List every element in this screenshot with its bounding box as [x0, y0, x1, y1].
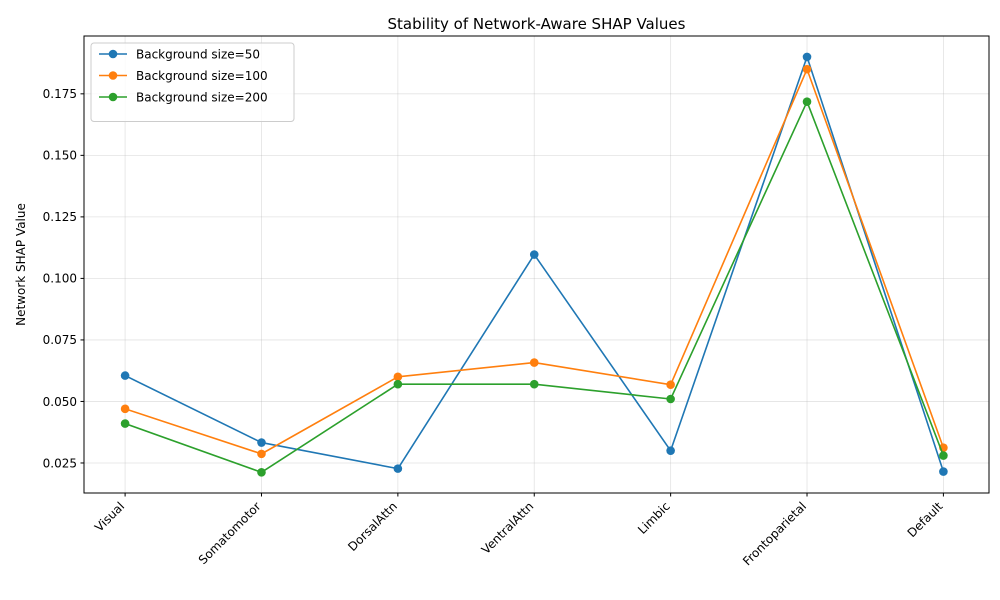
data-point: [120, 419, 130, 428]
data-point: [120, 371, 130, 380]
y-axis-label: Network SHAP Value: [14, 203, 28, 326]
legend-marker: [108, 71, 118, 80]
legend-item: Background size=50: [99, 47, 260, 61]
data-point: [257, 468, 266, 477]
data-point: [666, 380, 675, 390]
data-point: [529, 379, 539, 389]
legend-label: Background size=200: [136, 90, 268, 104]
y-tick-label: 0.175: [43, 87, 77, 101]
data-point: [529, 250, 539, 259]
y-tick-label: 0.100: [43, 272, 77, 286]
data-point: [393, 372, 403, 382]
series: [120, 64, 948, 459]
data-point: [120, 404, 130, 414]
series: [120, 97, 948, 477]
data-point: [529, 358, 539, 367]
data-point: [802, 97, 812, 107]
legend-label: Background size=50: [136, 47, 260, 61]
y-axis: 0.025 0.050 0.075 0.100 0.125 0.150 0.175: [43, 87, 84, 470]
data-point: [939, 451, 948, 460]
legend-item: Background size=100: [99, 69, 268, 83]
series-layer: [120, 52, 948, 477]
legend-marker: [108, 49, 118, 59]
data-point: [666, 446, 675, 455]
legend-label: Background size=100: [136, 69, 268, 83]
legend-item: Background size=200: [99, 90, 268, 104]
y-tick-label: 0.050: [43, 395, 77, 409]
data-point: [666, 394, 675, 404]
data-point: [939, 467, 948, 476]
data-point: [393, 379, 403, 389]
y-tick-label: 0.025: [43, 456, 77, 470]
data-point: [802, 64, 812, 74]
chart-title: Stability of Network-Aware SHAP Values: [388, 15, 686, 33]
legend: Background size=50 Background size=100 Bac…: [90, 42, 295, 122]
legend-frame: [90, 42, 295, 122]
plot-frame: [83, 35, 990, 494]
legend-marker: [108, 92, 118, 102]
data-point: [257, 449, 266, 459]
data-point: [257, 438, 266, 447]
series: [120, 52, 948, 476]
y-tick-label: 0.125: [43, 210, 77, 224]
data-point: [393, 464, 403, 473]
y-tick-label: 0.150: [43, 149, 77, 163]
data-point: [802, 52, 812, 62]
y-tick-label: 0.075: [43, 333, 77, 347]
